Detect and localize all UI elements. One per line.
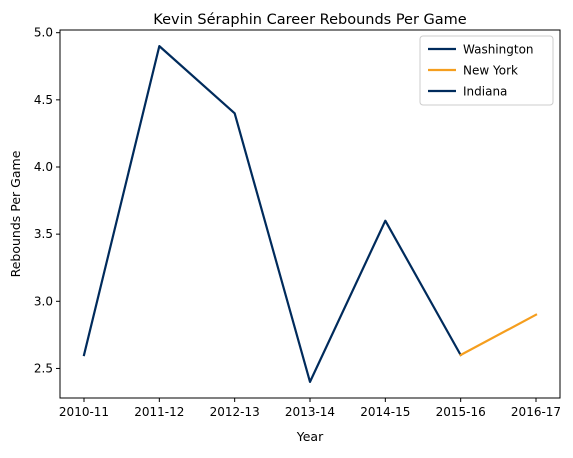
y-tick-label: 3.0 xyxy=(34,294,53,308)
y-tick-label: 4.5 xyxy=(34,93,53,107)
x-tick-label: 2010-11 xyxy=(59,405,109,419)
x-tick-label: 2015-16 xyxy=(436,405,486,419)
y-tick-label: 4.0 xyxy=(34,160,53,174)
x-tick-label: 2012-13 xyxy=(210,405,260,419)
x-tick-label: 2013-14 xyxy=(285,405,335,419)
legend-label-indiana: Indiana xyxy=(463,85,507,99)
x-tick-label: 2014-15 xyxy=(360,405,410,419)
y-tick-label: 5.0 xyxy=(34,26,53,40)
y-axis-label: Rebounds Per Game xyxy=(8,150,23,277)
y-tick-label: 3.5 xyxy=(34,227,53,241)
series-line-washington xyxy=(84,46,461,382)
y-tick-label: 2.5 xyxy=(34,361,53,375)
chart-title: Kevin Séraphin Career Rebounds Per Game xyxy=(153,12,467,28)
legend-label-washington: Washington xyxy=(463,43,534,57)
legend: Washington New York Indiana xyxy=(420,36,553,105)
x-tick-label: 2016-17 xyxy=(511,405,561,419)
series-line-new-york xyxy=(461,315,536,355)
x-axis: 2010-11 2011-12 2012-13 2013-14 2014-15 2015-… xyxy=(59,398,561,419)
x-tick-label: 2011-12 xyxy=(134,405,184,419)
x-axis-label: Year xyxy=(296,429,324,444)
y-axis: 2.5 3.0 3.5 4.0 4.5 5.0 xyxy=(34,26,60,376)
legend-label-new-york: New York xyxy=(463,64,518,78)
